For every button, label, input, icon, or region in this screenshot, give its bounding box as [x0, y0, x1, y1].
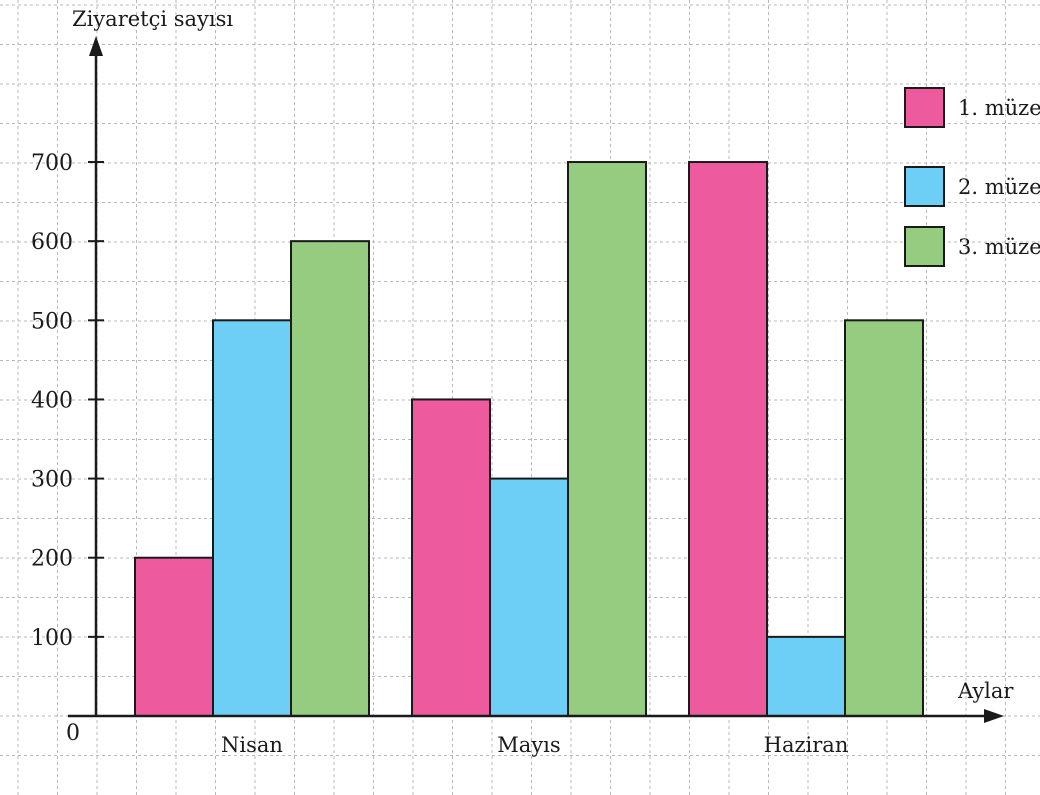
y-tick-label: 400 — [31, 388, 73, 413]
legend-swatch — [904, 166, 945, 207]
bar-haziran-series-2 — [766, 635, 846, 717]
legend-label: 2. müze — [958, 175, 1040, 199]
y-tick-label: 300 — [31, 468, 73, 493]
x-category-label: Haziran — [764, 733, 849, 757]
y-axis-title: Ziyaretçi sayısı — [72, 7, 233, 31]
bar-haziran-series-1 — [688, 161, 768, 717]
x-category-label: Nisan — [221, 733, 283, 757]
bar-mayıs-series-2 — [489, 477, 569, 717]
legend-swatch — [904, 87, 945, 128]
legend-label: 3. müze — [958, 235, 1040, 259]
legend: 1. müze 2. müze 3. müze — [904, 87, 1040, 267]
chart-bars — [134, 161, 924, 717]
y-tick-label: 500 — [31, 309, 73, 334]
origin-label: 0 — [66, 721, 80, 746]
bar-haziran-series-3 — [844, 319, 924, 717]
x-category-labels: Nisan Mayıs Haziran — [221, 733, 848, 757]
x-axis-title: Aylar — [957, 679, 1014, 703]
chart-axes — [68, 36, 1004, 723]
y-tick-label: 200 — [31, 547, 73, 572]
y-tick-labels: 100 200 300 400 500 600 700 — [31, 151, 104, 651]
legend-label: 1. müze — [958, 96, 1040, 120]
x-axis-arrow — [984, 709, 1004, 723]
legend-swatch — [904, 226, 945, 267]
bar-nisan-series-3 — [290, 240, 370, 717]
x-category-label: Mayıs — [497, 733, 560, 757]
bar-mayıs-series-1 — [411, 398, 491, 717]
bar-nisan-series-1 — [134, 556, 214, 717]
bar-mayıs-series-3 — [567, 161, 647, 717]
y-axis-arrow — [89, 36, 103, 56]
y-tick-label: 100 — [31, 626, 73, 651]
y-tick-label: 600 — [31, 230, 73, 255]
y-tick-label: 700 — [31, 151, 73, 176]
bar-nisan-series-2 — [212, 319, 292, 717]
